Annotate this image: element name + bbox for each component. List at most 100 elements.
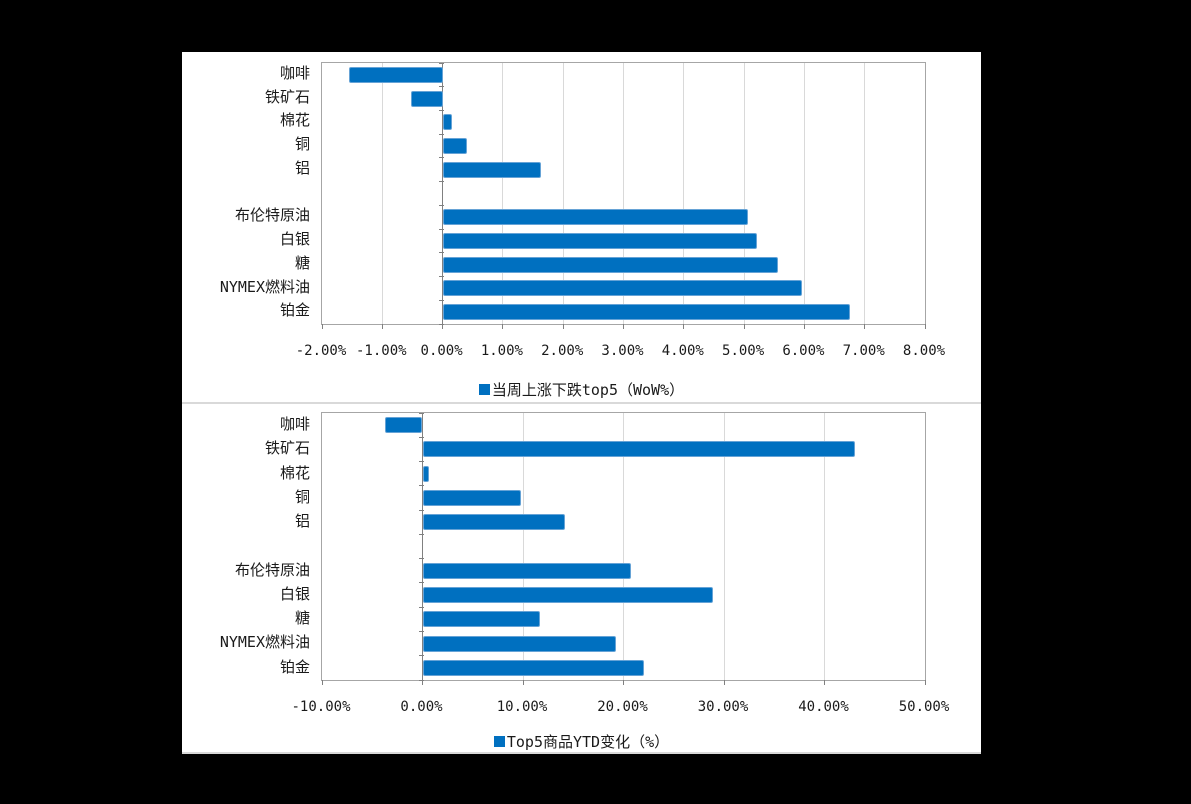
category-axis-tick — [418, 533, 424, 535]
bar — [442, 232, 758, 249]
x-tick-label: 0.00% — [400, 699, 443, 715]
category-axis-tick — [438, 323, 444, 325]
category-label: 布伦特原油 — [234, 206, 310, 225]
bar — [442, 114, 452, 131]
category-label: 铂金 — [279, 657, 310, 676]
category-axis-tick — [418, 412, 424, 414]
category-axis-tick — [438, 276, 444, 278]
category-label: 铁矿石 — [264, 439, 310, 458]
x-axis-tick — [522, 680, 524, 685]
bar — [442, 256, 779, 273]
bar — [422, 562, 631, 579]
category-axis-tick — [438, 204, 444, 206]
gridline — [864, 63, 866, 324]
x-axis-tick — [623, 324, 624, 329]
x-tick-label: -1.00% — [356, 343, 407, 359]
category-label: 铁矿石 — [264, 87, 310, 106]
category-axis-tick — [438, 252, 444, 254]
x-axis-tick — [381, 324, 383, 329]
x-tick-label: 2.00% — [541, 343, 584, 359]
gridline — [562, 63, 564, 324]
x-tick-label: 6.00% — [782, 343, 825, 359]
bar — [422, 514, 566, 531]
category-label: NYMEX燃料油 — [219, 277, 310, 296]
x-axis-tick — [422, 680, 423, 685]
x-axis-tick — [803, 324, 805, 329]
legend-swatch-icon — [493, 736, 505, 747]
plot-area — [321, 62, 926, 329]
bar — [442, 161, 542, 178]
x-axis-tick — [743, 324, 745, 329]
x-axis-tick — [442, 324, 444, 329]
x-tick-label: 50.00% — [898, 699, 950, 715]
x-axis-tick — [864, 324, 866, 329]
category-axis-tick — [438, 86, 444, 88]
x-tick-label: 5.00% — [722, 343, 765, 359]
gridline — [502, 63, 504, 324]
category-axis-tick — [418, 461, 424, 463]
category-label: 铜 — [294, 487, 310, 506]
category-axis-tick — [418, 485, 424, 487]
x-tick-label: 0.00% — [420, 343, 463, 359]
x-tick-label: 8.00% — [902, 343, 946, 359]
category-axis-tick — [438, 299, 444, 301]
category-label: 棉花 — [279, 111, 310, 130]
category-axis-tick — [418, 436, 424, 438]
x-axis-tick — [321, 680, 323, 685]
gridline — [824, 413, 825, 680]
x-axis-tick — [824, 680, 825, 685]
category-axis-tick — [438, 181, 444, 183]
bar — [410, 90, 443, 107]
category-label: 白银 — [279, 584, 310, 603]
gridline — [381, 63, 383, 324]
zero-axis-line — [422, 413, 423, 680]
category-axis-tick — [418, 630, 424, 632]
bar — [442, 138, 468, 155]
bar — [422, 635, 617, 652]
x-axis-tick — [723, 680, 725, 685]
category-label: 咖啡 — [279, 64, 310, 82]
category-axis-tick — [438, 109, 444, 111]
x-tick-label: 10.00% — [496, 699, 548, 715]
x-tick-label: 40.00% — [798, 699, 849, 715]
bar — [442, 209, 749, 226]
gridline — [623, 63, 624, 324]
legend-swatch-icon — [478, 384, 490, 395]
legend: Top5商品YTD变化（%） — [182, 731, 981, 752]
category-label: NYMEX燃料油 — [219, 633, 310, 652]
bar — [422, 611, 541, 628]
charts-panel: 当周上涨下跌top5（WoW%） -2.00% -1.00% 0.00% 1.00% 2… — [182, 52, 981, 754]
category-axis-tick — [418, 606, 424, 608]
category-label: 咖啡 — [279, 415, 310, 433]
x-axis-tick — [502, 324, 504, 329]
ytd-change-chart: Top5商品YTD变化（%） -10.00% 0.00% 10.00% 20.00% 3… — [182, 404, 981, 754]
bar — [422, 465, 429, 482]
legend-label: Top5商品YTD变化（%） — [506, 733, 670, 751]
x-axis-tick — [683, 324, 685, 329]
category-label: 糖 — [294, 609, 310, 628]
x-axis-tick — [924, 680, 926, 685]
category-label: 铜 — [294, 135, 310, 154]
bar — [422, 587, 713, 604]
x-tick-label: 7.00% — [842, 343, 885, 359]
x-axis-tick — [562, 324, 564, 329]
legend: 当周上涨下跌top5（WoW%） — [182, 379, 981, 400]
category-axis-tick — [438, 62, 444, 64]
category-axis-tick — [418, 679, 424, 681]
x-tick-label: 3.00% — [601, 343, 644, 359]
category-axis-tick — [418, 558, 424, 560]
gridline — [623, 413, 624, 680]
bar — [422, 441, 855, 458]
x-tick-label: 1.00% — [480, 343, 523, 359]
bar — [385, 417, 423, 434]
x-tick-label: -10.00% — [291, 699, 351, 715]
category-axis-tick — [438, 228, 444, 230]
legend-label: 当周上涨下跌top5（WoW%） — [491, 381, 685, 399]
zero-axis-line — [442, 63, 444, 324]
category-label: 糖 — [294, 253, 310, 272]
category-axis-tick — [418, 509, 424, 511]
category-axis-tick — [418, 655, 424, 657]
x-tick-label: -2.00% — [295, 343, 347, 359]
category-label: 布伦特原油 — [234, 560, 310, 579]
